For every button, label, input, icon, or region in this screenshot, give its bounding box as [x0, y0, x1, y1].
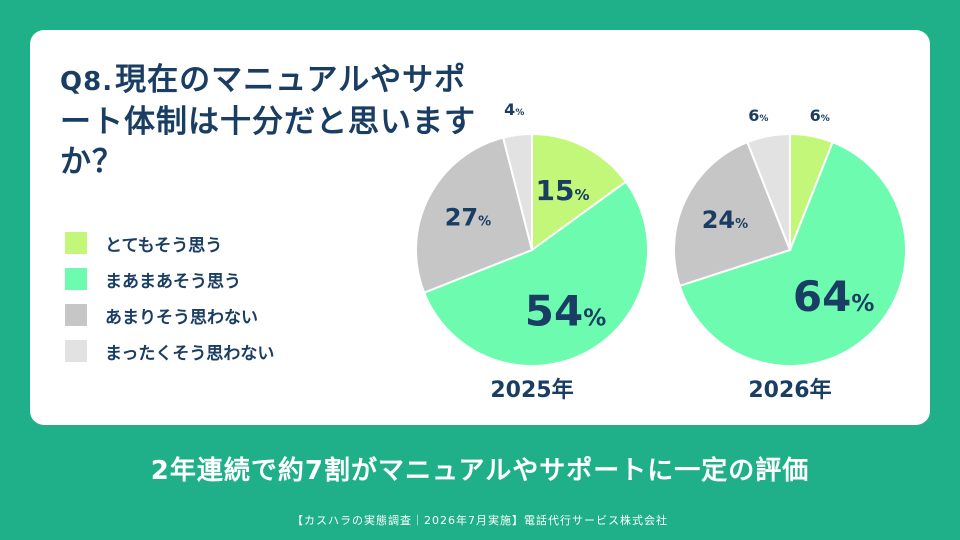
data-label: 24%: [702, 206, 748, 234]
legend-item: とてもそう思う: [65, 230, 274, 256]
chart-year-label: 2025年: [490, 377, 573, 403]
data-label: 6%: [748, 106, 768, 125]
question-number: Q8.: [60, 67, 114, 97]
data-label: 4%: [504, 100, 524, 119]
legend-item: あまりそう思わない: [65, 302, 274, 328]
legend-item: まったくそう思わない: [65, 338, 274, 364]
pie-slice: [415, 136, 534, 295]
legend-swatch: [65, 268, 87, 290]
legend: とてもそう思う まあまあそう思う あまりそう思わない まったくそう思わない: [65, 230, 274, 374]
summary-message: 2年連続で約7割がマニュアルやサポートに一定の評価: [150, 456, 810, 486]
legend-label: まったくそう思わない: [105, 343, 275, 364]
chart-year-label: 2026年: [748, 377, 831, 403]
legend-label: あまりそう思わない: [105, 307, 258, 328]
pie-slice: [501, 132, 533, 251]
legend-item: まあまあそう思う: [65, 266, 274, 292]
legend-swatch: [65, 304, 87, 326]
pie-slice: [531, 132, 628, 252]
legend-label: まあまあそう思う: [105, 271, 241, 292]
pie-slice: [746, 132, 791, 251]
pie-slice: [422, 180, 649, 367]
legend-swatch: [65, 340, 87, 362]
question-title: Q8.現在のマニュアルやサポート体制は十分だと思いますか？: [60, 60, 480, 182]
data-label: 27%: [445, 204, 491, 232]
legend-label: とてもそう思う: [105, 235, 223, 256]
legend-swatch: [65, 232, 87, 254]
data-label: 64%: [793, 272, 875, 321]
data-label: 54%: [525, 287, 607, 336]
data-label: 15%: [536, 174, 590, 207]
question-text: 現在のマニュアルやサポート体制は十分だと思いますか？: [60, 62, 476, 180]
source-credit: 【カスハラの実態調査｜2026年7月実施】電話代行サービス株式会社: [292, 514, 668, 527]
data-label: 6%: [810, 106, 830, 125]
pie-slice: [678, 140, 907, 367]
